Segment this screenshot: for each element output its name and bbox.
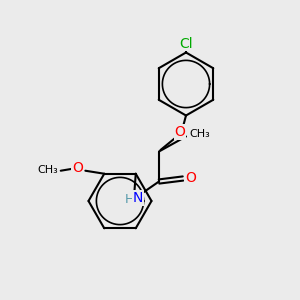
Text: O: O: [185, 172, 196, 185]
Text: H: H: [125, 193, 134, 206]
Text: O: O: [175, 125, 185, 139]
Text: CH₃: CH₃: [38, 165, 58, 175]
Text: O: O: [72, 161, 83, 175]
Text: CH₃: CH₃: [189, 129, 210, 139]
Text: Cl: Cl: [179, 37, 193, 50]
Text: N: N: [133, 191, 143, 205]
